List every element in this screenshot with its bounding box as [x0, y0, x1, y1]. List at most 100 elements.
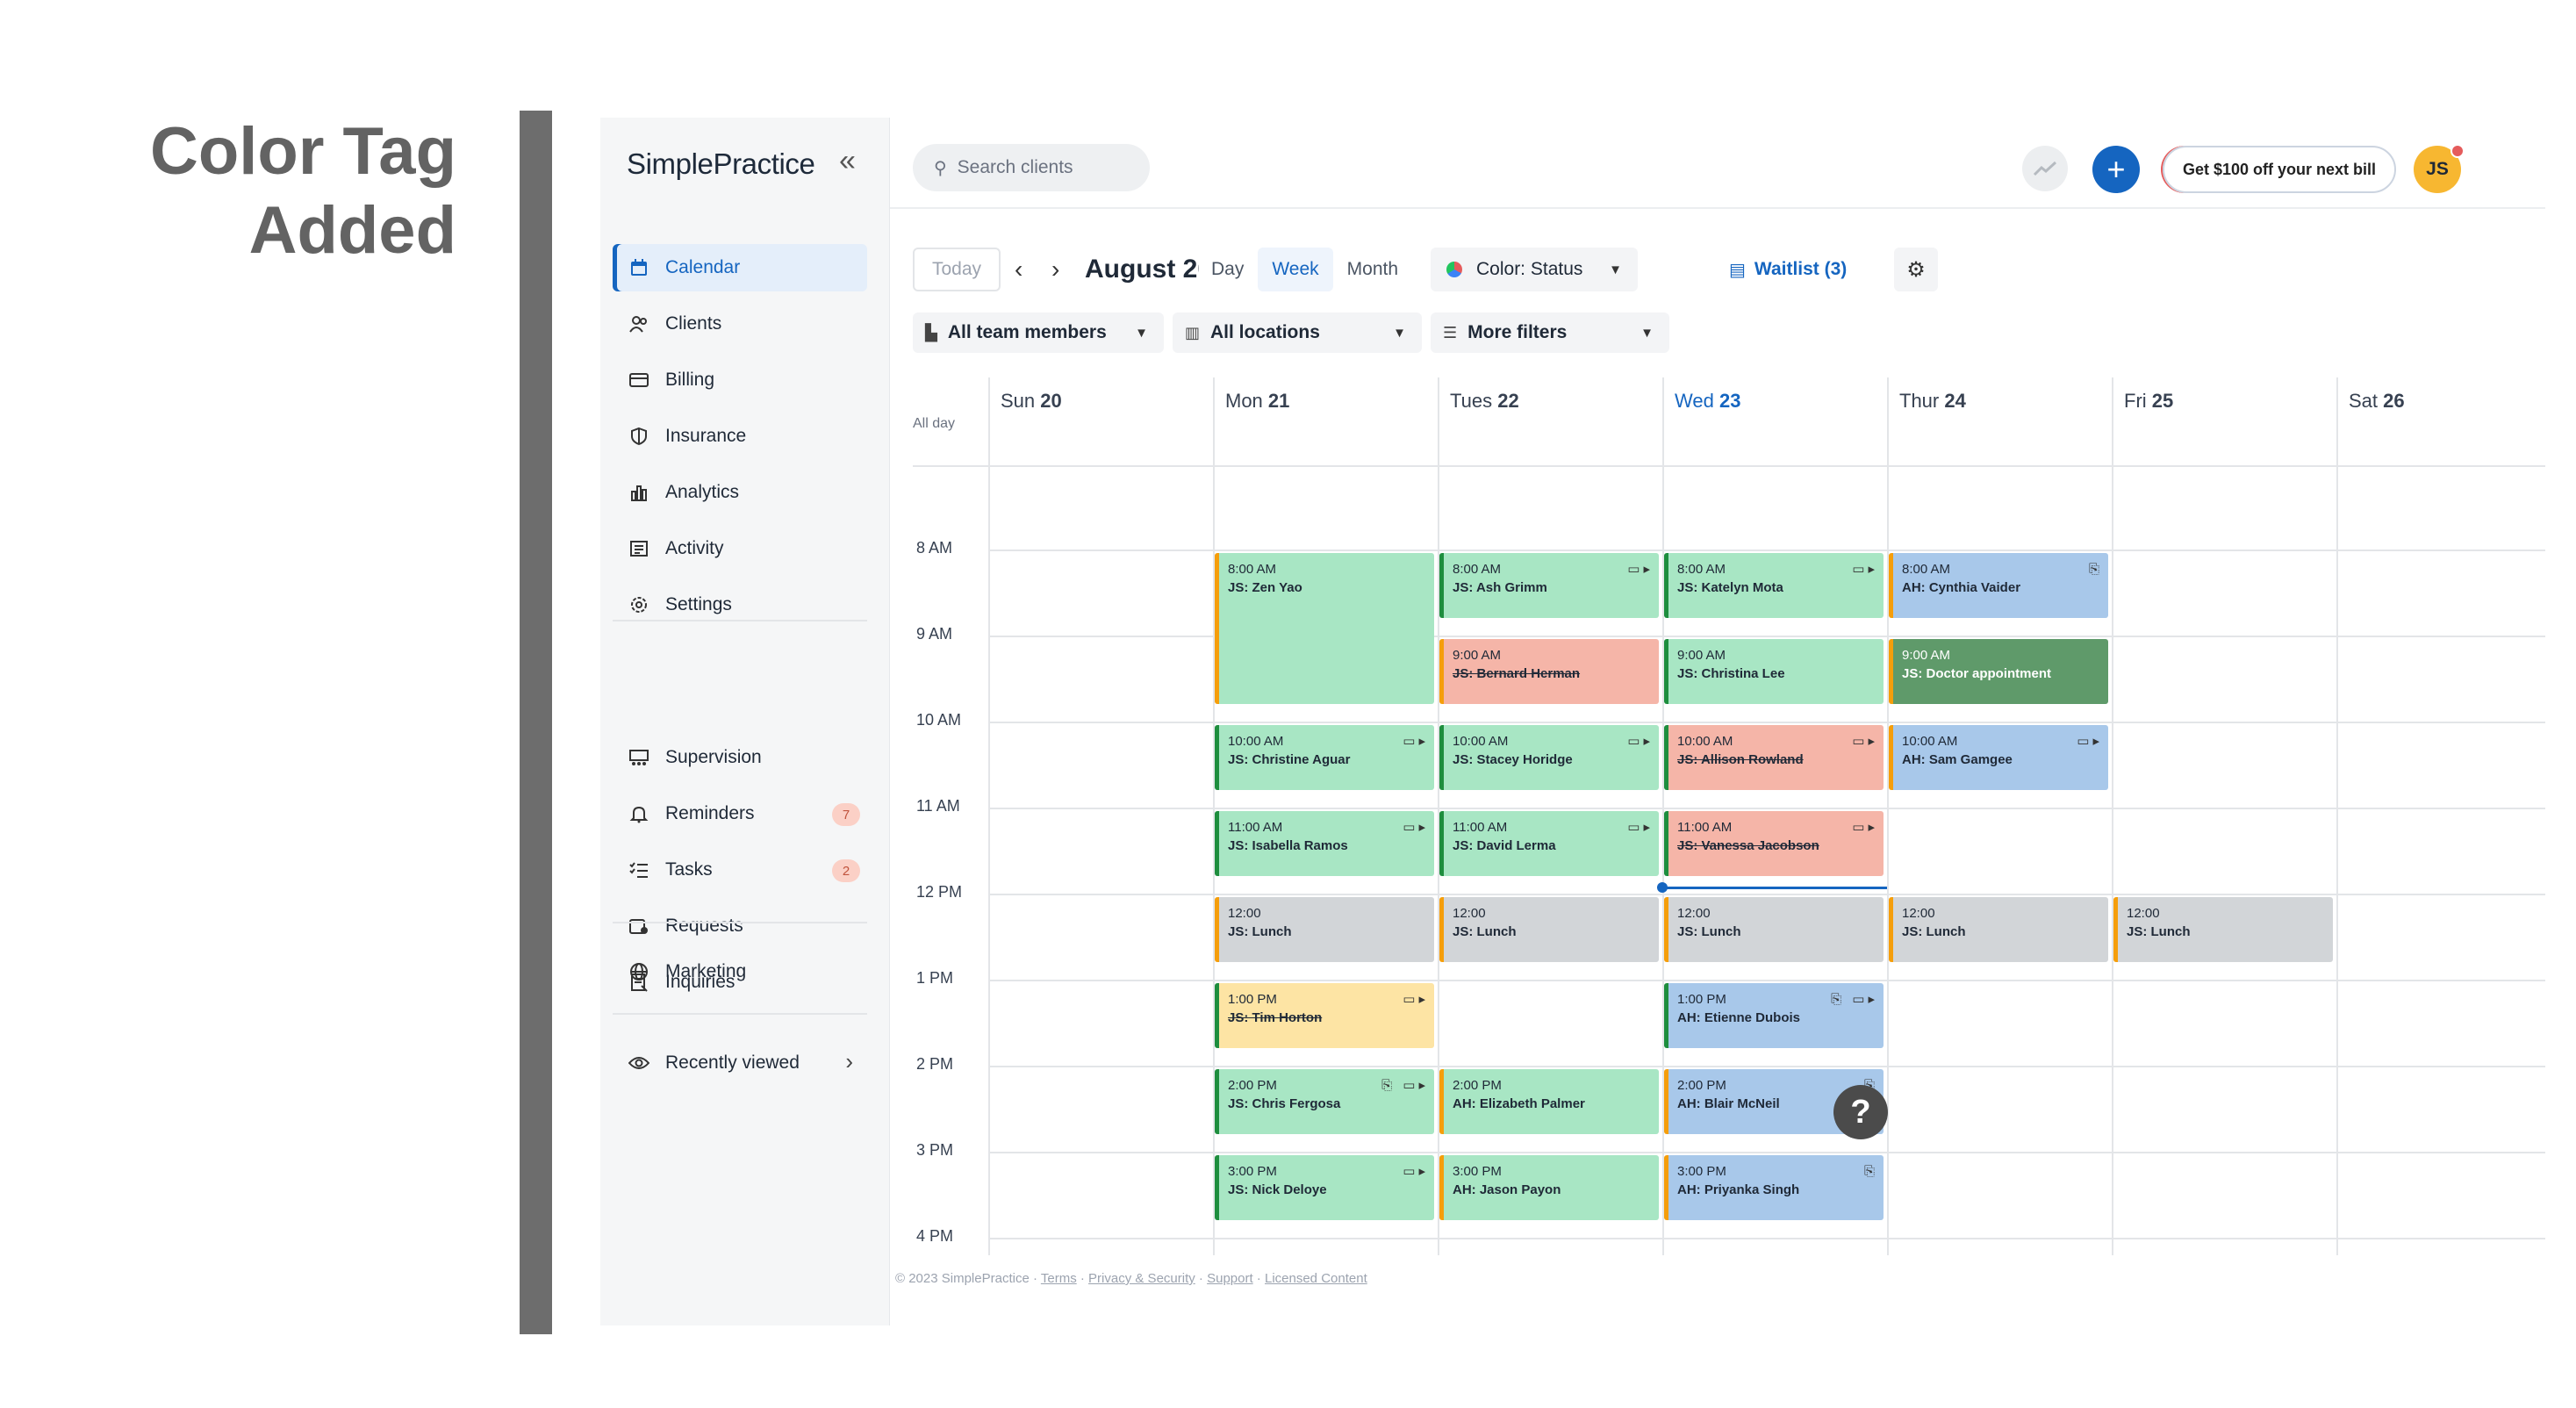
sidebar-item-calendar[interactable]: Calendar — [613, 244, 867, 291]
event-time: 2:00 PM — [1677, 1078, 1726, 1093]
appointment-event[interactable]: 10:00 AM AH: Sam Gamgee ▭▸ — [1889, 725, 2108, 791]
appointment-event[interactable]: 11:00 AM JS: David Lerma ▭▸ — [1439, 811, 1659, 877]
appointment-event[interactable]: 10:00 AM JS: Stacey Horidge ▭▸ — [1439, 725, 1659, 791]
team-members-filter[interactable]: ▙ All team members ▼ — [913, 312, 1164, 353]
search-input[interactable]: ⚲ Search clients — [913, 144, 1150, 191]
supervision-icon — [613, 748, 665, 767]
sidebar-item-insurance[interactable]: Insurance — [613, 413, 867, 460]
next-week-icon[interactable]: › — [1051, 255, 1060, 283]
day-header[interactable]: Sun 20 — [988, 377, 1213, 465]
day-name: Mon — [1225, 390, 1263, 412]
caret-down-icon: ▼ — [1609, 262, 1622, 277]
calendar-settings-button[interactable]: ⚙ — [1894, 248, 1938, 291]
slide-title: Color Tag Added — [53, 112, 456, 270]
color-select[interactable]: Color: Status ▼ — [1431, 248, 1638, 291]
footer-link-privacy[interactable]: Privacy & Security — [1088, 1271, 1195, 1286]
sidebar: SimplePractice « Calendar Clients Billing I… — [600, 118, 890, 1325]
tab-day[interactable]: Day — [1211, 259, 1245, 279]
appointment-event[interactable]: 8:00 AM JS: Zen Yao — [1215, 553, 1434, 705]
appointment-event[interactable]: 11:00 AM JS: Vanessa Jacobson ▭▸ — [1664, 811, 1884, 877]
appointment-event[interactable]: 3:00 PM JS: Nick Deloye ▭▸ — [1215, 1155, 1434, 1221]
sidebar-item-label: Recently viewed — [665, 1052, 800, 1073]
appointment-event[interactable]: 8:00 AM JS: Katelyn Mota ▭▸ — [1664, 553, 1884, 619]
footer-link-licensed-content[interactable]: Licensed Content — [1264, 1271, 1367, 1286]
appointment-event[interactable]: 12:00 JS: Lunch — [1664, 897, 1884, 963]
day-name: Wed — [1675, 390, 1714, 412]
sidebar-item-recently-viewed[interactable]: Recently viewed › — [613, 1039, 867, 1087]
appointment-event[interactable]: 8:00 AM AH: Cynthia Vaider ⎘ — [1889, 553, 2108, 619]
appointment-event[interactable]: 10:00 AM JS: Christine Aguar ▭▸ — [1215, 725, 1434, 791]
footer-link-support[interactable]: Support — [1207, 1271, 1253, 1286]
day-header[interactable]: Sat 26 — [2336, 377, 2545, 465]
video-icon: ▭▸ — [1403, 820, 1429, 835]
locations-filter[interactable]: ▥ All locations ▼ — [1173, 312, 1422, 353]
day-header[interactable]: Wed 23 — [1662, 377, 1887, 465]
day-name: Sat — [2349, 390, 2379, 412]
sidebar-item-billing[interactable]: Billing — [613, 356, 867, 404]
time-label: 10 AM — [916, 711, 962, 729]
sidebar-item-settings[interactable]: Settings — [613, 581, 867, 629]
appointment-event[interactable]: 9:00 AM JS: Christina Lee — [1664, 639, 1884, 705]
sidebar-item-reminders[interactable]: Reminders 7 — [613, 790, 867, 837]
appointment-event[interactable]: 12:00 JS: Lunch — [1215, 897, 1434, 963]
sidebar-item-requests[interactable]: Requests — [613, 902, 867, 950]
appointment-event[interactable]: 3:00 PM AH: Jason Payon — [1439, 1155, 1659, 1221]
promo-button[interactable]: Get $100 off your next bill — [2163, 146, 2396, 193]
sidebar-item-label: Calendar — [665, 257, 741, 277]
sidebar-item-activity[interactable]: Activity — [613, 525, 867, 572]
appointment-event[interactable]: 12:00 JS: Lunch — [1889, 897, 2108, 963]
event-title: AH: Jason Payon — [1453, 1182, 1561, 1197]
day-header[interactable]: Mon 21 — [1213, 377, 1438, 465]
event-title: JS: David Lerma — [1453, 838, 1556, 853]
event-time: 9:00 AM — [1453, 648, 1502, 663]
footer-link-terms[interactable]: Terms — [1040, 1271, 1077, 1286]
sidebar-item-tasks[interactable]: Tasks 2 — [613, 846, 867, 894]
tab-week[interactable]: Week — [1258, 248, 1333, 291]
day-header[interactable]: Fri 25 — [2112, 377, 2336, 465]
day-header[interactable]: Thur 24 — [1887, 377, 2112, 465]
help-button[interactable]: ? — [1833, 1085, 1888, 1139]
appointment-event[interactable]: 1:00 PM JS: Tim Horton ▭▸ — [1215, 983, 1434, 1049]
day-column-divider — [2112, 377, 2113, 1255]
prev-week-icon[interactable]: ‹ — [1015, 255, 1023, 283]
event-time: 10:00 AM — [1902, 734, 1958, 749]
building-icon: ▥ — [1185, 323, 1201, 341]
analytics-icon — [613, 483, 665, 502]
today-button[interactable]: Today — [913, 248, 1001, 291]
globe-icon — [613, 962, 665, 981]
sidebar-item-supervision[interactable]: Supervision — [613, 734, 867, 781]
waitlist-button[interactable]: ▤ Waitlist (3) — [1729, 248, 1847, 291]
appointment-event[interactable]: 12:00 JS: Lunch — [2113, 897, 2333, 963]
insights-button[interactable] — [2022, 146, 2068, 191]
notification-dot — [2450, 144, 2465, 158]
time-label: 11 AM — [916, 797, 960, 815]
hour-line — [988, 894, 2545, 895]
hour-line — [988, 636, 2545, 637]
more-filters[interactable]: ☰ More filters ▼ — [1431, 312, 1669, 353]
appointment-event[interactable]: 2:00 PM AH: Elizabeth Palmer — [1439, 1069, 1659, 1135]
sidebar-item-marketing[interactable]: Marketing — [613, 948, 867, 995]
appointment-event[interactable]: 3:00 PM AH: Priyanka Singh ⎘ — [1664, 1155, 1884, 1221]
appointment-event[interactable]: 11:00 AM JS: Isabella Ramos ▭▸ — [1215, 811, 1434, 877]
tab-month[interactable]: Month — [1346, 259, 1399, 279]
logo[interactable]: SimplePractice — [627, 147, 815, 180]
plus-icon: + — [2106, 151, 2126, 187]
appointment-event[interactable]: 10:00 AM JS: Allison Rowland ▭▸ — [1664, 725, 1884, 791]
appointment-event[interactable]: 12:00 JS: Lunch — [1439, 897, 1659, 963]
sidebar-item-label: Analytics — [665, 482, 740, 502]
day-column-divider — [1213, 377, 1215, 1255]
search-icon: ⚲ — [934, 158, 947, 178]
appointment-event[interactable]: 1:00 PM AH: Etienne Dubois ⎘ ▭▸ — [1664, 983, 1884, 1049]
day-header[interactable]: Tues 22 — [1438, 377, 1662, 465]
appointment-event[interactable]: 9:00 AM JS: Bernard Herman — [1439, 639, 1659, 705]
appointment-event[interactable]: 9:00 AM JS: Doctor appointment — [1889, 639, 2108, 705]
appointment-event[interactable]: 8:00 AM JS: Ash Grimm ▭▸ — [1439, 553, 1659, 619]
day-date: 23 — [1719, 390, 1741, 412]
collapse-sidebar-icon[interactable]: « — [839, 144, 856, 177]
sidebar-item-label: Settings — [665, 594, 732, 614]
add-button[interactable]: + — [2092, 146, 2140, 193]
video-icon: ▭▸ — [1627, 820, 1654, 835]
appointment-event[interactable]: 2:00 PM JS: Chris Fergosa ⎘ ▭▸ — [1215, 1069, 1434, 1135]
sidebar-item-clients[interactable]: Clients — [613, 300, 867, 348]
sidebar-item-analytics[interactable]: Analytics — [613, 469, 867, 516]
